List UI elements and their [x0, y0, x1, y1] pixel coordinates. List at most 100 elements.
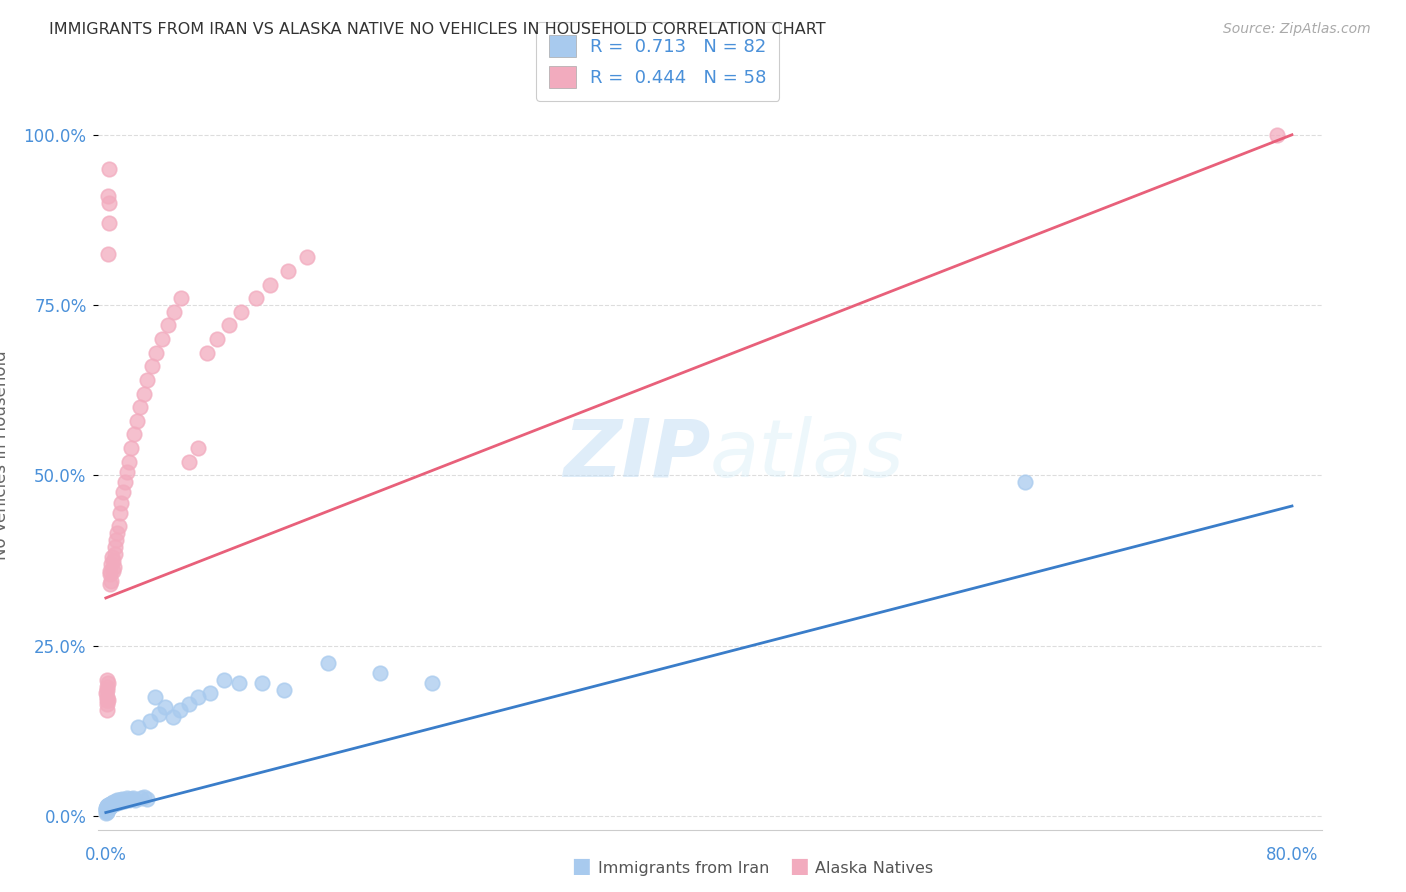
Point	[143, 690, 166, 704]
Point	[98, 161, 121, 176]
Point	[110, 793, 132, 807]
Point	[228, 676, 250, 690]
Point	[97, 195, 120, 210]
Point	[97, 693, 120, 707]
Point	[131, 791, 153, 805]
Y-axis label: No Vehicles in Household: No Vehicles in Household	[0, 350, 10, 560]
Point	[108, 792, 131, 806]
Point	[122, 427, 145, 442]
Point	[122, 790, 145, 805]
Point	[100, 798, 122, 813]
Text: ■: ■	[789, 856, 808, 876]
Point	[97, 799, 120, 814]
Point	[100, 797, 122, 811]
Point	[368, 665, 391, 680]
Point	[170, 291, 193, 305]
Point	[132, 386, 155, 401]
Point	[101, 795, 124, 809]
Point	[177, 697, 200, 711]
Point	[96, 798, 118, 813]
Point	[97, 802, 120, 816]
Point	[96, 682, 118, 697]
Point	[103, 797, 125, 811]
Point	[100, 797, 122, 812]
Point	[97, 247, 120, 261]
Point	[96, 804, 118, 818]
Text: Alaska Natives: Alaska Natives	[815, 861, 934, 876]
Point	[96, 802, 118, 816]
Point	[100, 798, 122, 813]
Point	[97, 801, 120, 815]
Point	[136, 792, 159, 806]
Point	[108, 506, 131, 520]
Point	[96, 804, 118, 818]
Point	[127, 720, 149, 734]
Point	[229, 305, 252, 319]
Point	[96, 690, 118, 704]
Point	[114, 792, 136, 806]
Point	[96, 805, 118, 819]
Point	[98, 800, 121, 814]
Point	[115, 791, 138, 805]
Point	[120, 792, 142, 806]
Point	[107, 795, 129, 809]
Point	[115, 465, 138, 479]
Point	[100, 574, 122, 588]
Point	[103, 795, 125, 809]
Point	[105, 533, 128, 547]
Point	[107, 794, 129, 808]
Point	[101, 553, 124, 567]
Point	[96, 805, 118, 820]
Point	[187, 441, 209, 455]
Point	[96, 697, 118, 711]
Point	[101, 550, 124, 565]
Point	[187, 690, 209, 704]
Point	[96, 673, 118, 687]
Point	[96, 803, 118, 817]
Point	[97, 216, 120, 230]
Point	[111, 792, 134, 806]
Point	[96, 798, 118, 813]
Point	[97, 189, 120, 203]
Point	[97, 676, 120, 690]
Point	[100, 567, 122, 582]
Point	[148, 706, 170, 721]
Point	[250, 676, 273, 690]
Point	[218, 318, 240, 333]
Point	[96, 703, 118, 717]
Point	[198, 686, 221, 700]
Point	[104, 540, 127, 554]
Point	[97, 799, 120, 814]
Point	[103, 796, 125, 810]
Point	[124, 792, 146, 806]
Point	[103, 797, 125, 812]
Point	[112, 794, 135, 808]
Point	[96, 804, 118, 818]
Text: Immigrants from Iran: Immigrants from Iran	[598, 861, 769, 876]
Point	[136, 373, 159, 387]
Point	[162, 710, 184, 724]
Point	[214, 673, 236, 687]
Point	[150, 332, 173, 346]
Point	[101, 797, 124, 811]
Point	[153, 700, 176, 714]
Point	[105, 796, 128, 810]
Point	[97, 798, 120, 813]
Point	[97, 800, 120, 814]
Point	[108, 795, 131, 809]
Point	[259, 277, 281, 292]
Point	[98, 797, 121, 812]
Point	[120, 441, 142, 455]
Legend: R =  0.713   N = 82, R =  0.444   N = 58: R = 0.713 N = 82, R = 0.444 N = 58	[536, 22, 779, 101]
Point	[125, 414, 148, 428]
Point	[98, 798, 121, 813]
Text: atlas: atlas	[710, 416, 905, 494]
Text: IMMIGRANTS FROM IRAN VS ALASKA NATIVE NO VEHICLES IN HOUSEHOLD CORRELATION CHART: IMMIGRANTS FROM IRAN VS ALASKA NATIVE NO…	[49, 22, 825, 37]
Point	[114, 475, 136, 490]
Point	[420, 676, 443, 690]
Point	[104, 795, 127, 809]
Point	[97, 798, 120, 813]
Point	[98, 798, 121, 813]
Point	[100, 796, 122, 810]
Point	[205, 332, 228, 346]
